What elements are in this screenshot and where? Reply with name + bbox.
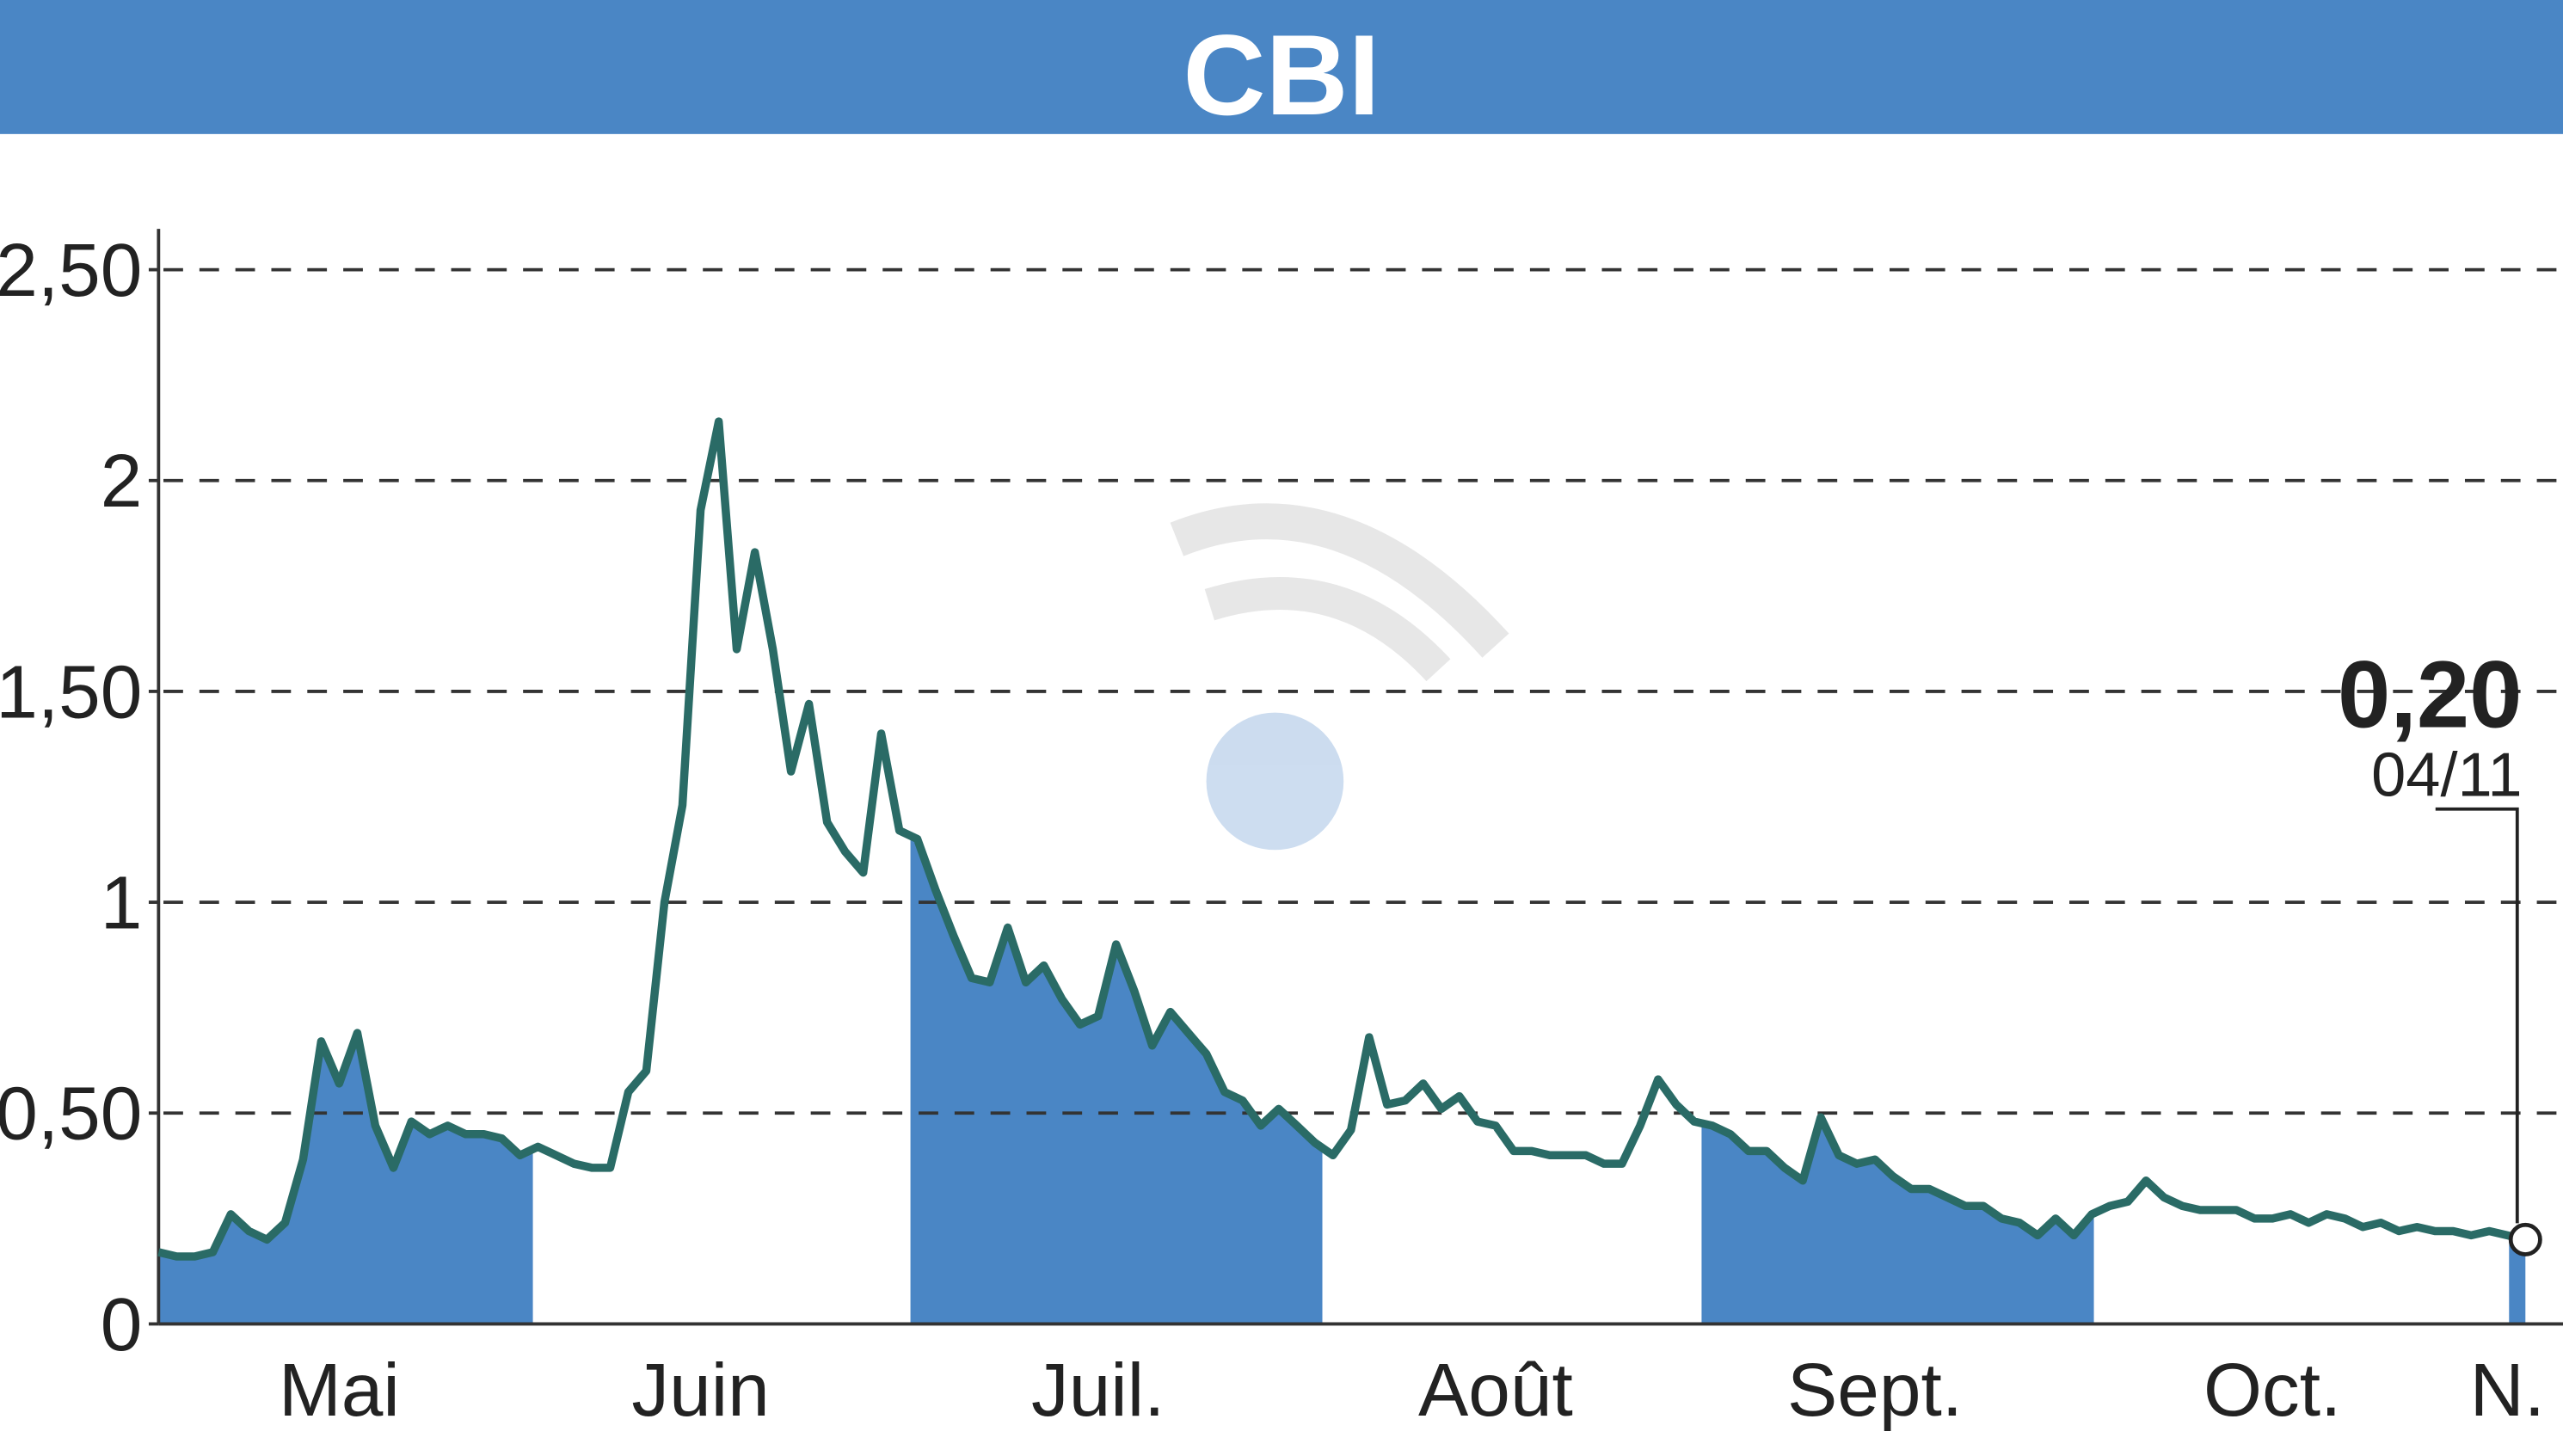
chart-title: CBI [1183,12,1380,139]
month-band [910,835,1323,1324]
y-tick-label: 2,50 [0,228,142,312]
month-band [158,1033,533,1324]
watermark [1170,503,1509,851]
x-tick-label: Juin [631,1348,769,1432]
last-date-label: 04/11 [2371,741,2522,810]
month-band [2509,1235,2526,1324]
y-tick-label: 0,50 [0,1072,142,1156]
watermark-arc [1170,503,1509,658]
x-tick-label: Juil. [1031,1348,1165,1432]
y-tick-label: 0 [101,1282,143,1367]
last-point [2508,1222,2542,1256]
x-tick-label: Août [1418,1348,1573,1432]
title-bar [0,0,2563,134]
month-band [1701,1117,2094,1324]
leader-line [2435,807,2519,1224]
x-tick-label: Oct. [2203,1348,2341,1432]
y-tick-label: 1 [101,861,143,945]
last-value-label: 0,20 [2338,642,2523,748]
price-line [157,417,2527,1261]
y-tick-label: 1,50 [0,649,142,734]
watermark-arc [1204,577,1451,682]
x-tick-label: Mai [279,1348,400,1432]
watermark-dot [1206,712,1344,851]
x-tick-label: Sept. [1787,1348,1963,1432]
x-tick-label: N. [2470,1348,2545,1432]
y-tick-label: 2 [101,439,143,523]
